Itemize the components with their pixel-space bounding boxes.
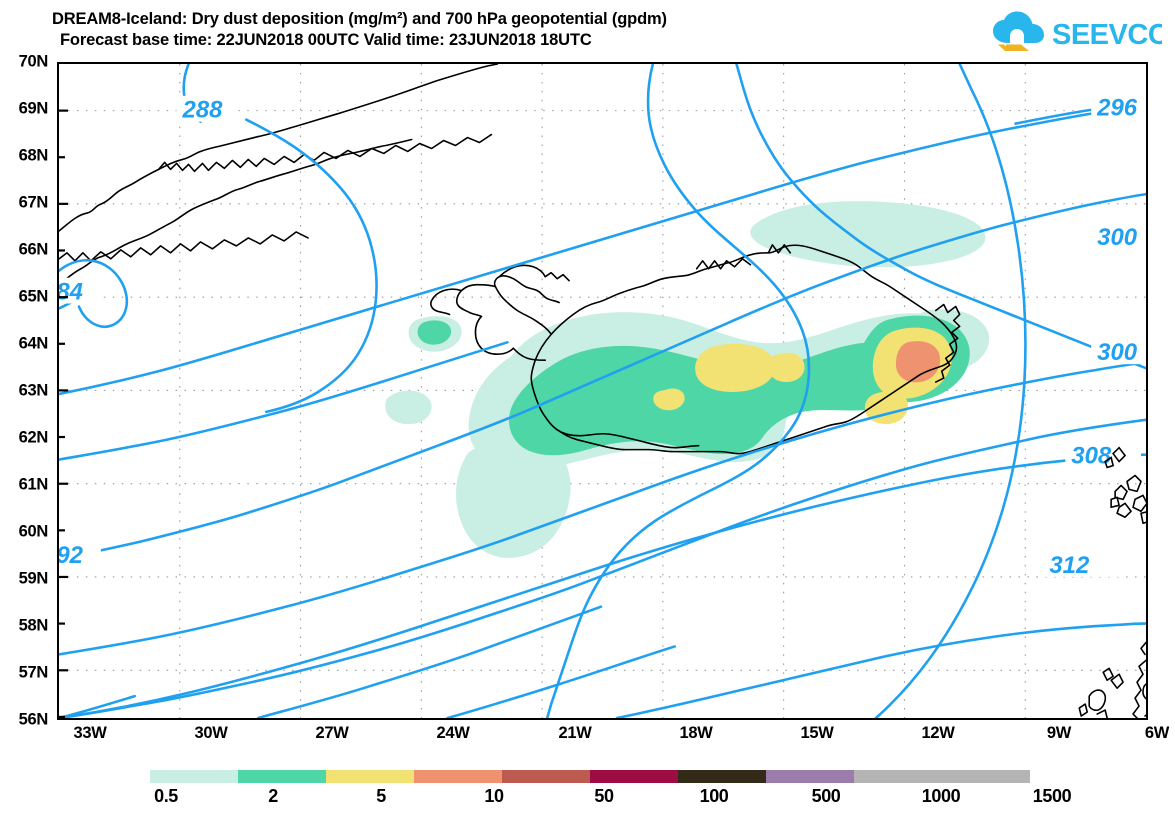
cb-tick-0: 0.5 — [154, 786, 178, 806]
contour-label-292: 292 — [59, 542, 84, 569]
lat-tick-57N: 57N — [18, 663, 49, 682]
logo-wordmark: SEEVCCC — [1052, 19, 1162, 51]
lat-tick-66N: 66N — [18, 240, 49, 259]
cb-tick-1500: 1500 — [1032, 786, 1072, 806]
figure-header: DREAM8-Iceland: Dry dust deposition (mg/… — [52, 9, 982, 51]
lat-tick-64N: 64N — [18, 334, 49, 353]
contour-label-284: 284 — [59, 279, 83, 306]
lat-tick-63N: 63N — [18, 381, 49, 400]
cloud-arrow-icon — [993, 11, 1044, 51]
cb-tick-500: 500 — [811, 786, 841, 806]
lat-tick-61N: 61N — [18, 475, 49, 494]
lon-tick-6W: 6W — [1144, 724, 1170, 742]
lon-tick-27W: 27W — [315, 724, 349, 742]
cb-segment-1 — [238, 770, 326, 783]
lat-tick-65N: 65N — [18, 287, 49, 306]
cb-segment-8 — [854, 770, 942, 783]
cb-tick-100: 100 — [699, 786, 729, 806]
lon-tick-30W: 30W — [194, 724, 228, 742]
lon-tick-15W: 15W — [800, 724, 834, 742]
faroe-overlay — [1104, 446, 1127, 469]
cb-segment-9 — [942, 770, 1030, 783]
lon-tick-24W: 24W — [436, 724, 470, 742]
tick-marks — [59, 109, 68, 718]
lat-tick-67N: 67N — [18, 193, 49, 212]
seevccc-logo: SEEVCCC — [990, 10, 1162, 54]
dust-deposition-shading — [385, 201, 990, 558]
cb-tick-10: 10 — [484, 786, 504, 806]
contour-label-312: 312 — [1049, 552, 1090, 579]
lat-tick-70N: 70N — [18, 52, 49, 71]
cb-tick-5: 5 — [376, 786, 386, 806]
lat-tick-68N: 68N — [18, 146, 49, 165]
lat-tick-62N: 62N — [18, 428, 49, 447]
lat-tick-69N: 69N — [18, 99, 49, 118]
map-canvas: 288 284 292 296 300 300 308 312 — [59, 64, 1146, 718]
cb-tick-1000: 1000 — [921, 786, 961, 806]
figure-title: DREAM8-Iceland: Dry dust deposition (mg/… — [52, 10, 667, 28]
cb-segment-7 — [766, 770, 854, 783]
lon-tick-9W: 9W — [1046, 724, 1072, 742]
cb-segment-4 — [502, 770, 590, 783]
lon-tick-21W: 21W — [558, 724, 592, 742]
cb-tick-50: 50 — [594, 786, 614, 806]
cb-segment-6 — [678, 770, 766, 783]
cb-segment-0 — [150, 770, 238, 783]
cb-segment-2 — [326, 770, 414, 783]
lon-tick-12W: 12W — [921, 724, 955, 742]
figure-subtitle: Forecast base time: 22JUN2018 00UTC Vali… — [60, 31, 592, 49]
lat-tick-58N: 58N — [18, 616, 49, 635]
colorbar-strip — [150, 770, 1030, 783]
coastlines — [59, 64, 1146, 718]
geopotential-contours — [59, 64, 1146, 718]
cb-segment-3 — [414, 770, 502, 783]
cb-segment-5 — [590, 770, 678, 783]
lon-tick-33W: 33W — [73, 724, 107, 742]
contour-label-288: 288 — [182, 97, 224, 124]
lon-tick-18W: 18W — [679, 724, 713, 742]
lat-tick-56N: 56N — [18, 710, 49, 729]
contour-label-300: 300 — [1097, 224, 1138, 251]
lat-tick-60N: 60N — [18, 522, 49, 541]
map-plot-area: 288 284 292 296 300 300 308 312 — [57, 62, 1148, 720]
contour-label-308: 308 — [1071, 443, 1112, 470]
cb-tick-2: 2 — [268, 786, 278, 806]
contour-labels: 288 284 292 296 300 300 308 312 — [59, 93, 1146, 579]
colorbar-legend: 0.5 2 5 10 50 100 500 1000 1500 — [0, 770, 1175, 815]
contour-label-296: 296 — [1096, 95, 1138, 122]
contour-label-300b: 300 — [1097, 339, 1138, 366]
lat-tick-59N: 59N — [18, 569, 49, 588]
